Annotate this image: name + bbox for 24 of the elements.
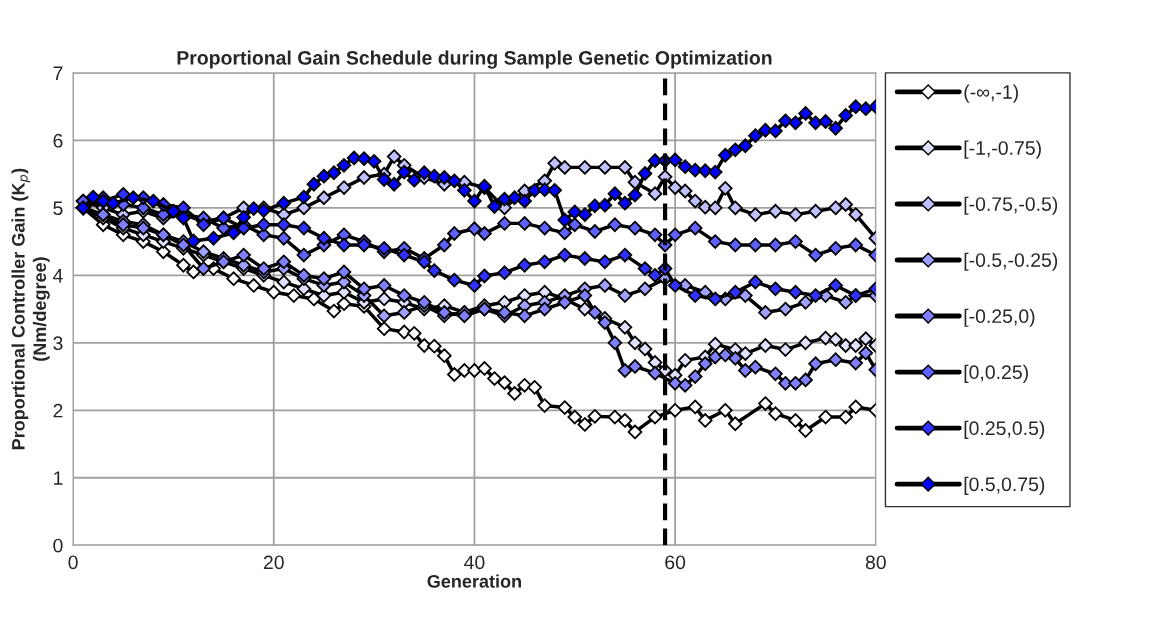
x-tick-label: 20: [263, 555, 284, 570]
x-tick-label: 40: [464, 555, 485, 570]
y-tick-label: 0: [53, 538, 63, 553]
legend-label: [-0.25,0): [964, 308, 1035, 327]
legend-label: (-∞,-1): [964, 84, 1018, 103]
legend-label: [0,0.25): [964, 364, 1028, 383]
legend-label: [0.25,0.5): [964, 420, 1045, 439]
x-tick-label: 0: [68, 555, 78, 570]
x-tick-label: 60: [665, 555, 686, 570]
legend-label: [-0.5,-0.25): [964, 252, 1058, 271]
text: Proportional Controller Gain (K$_{p}$) (Nm/degree): [11, 168, 50, 450]
x-axis-title: Generation: [427, 574, 521, 588]
y-tick-label: 4: [52, 269, 63, 283]
y-tick-label: 7: [53, 66, 63, 80]
legend-label: [0.5,0.75): [964, 476, 1045, 495]
y-tick-label: 2: [53, 403, 63, 418]
y-tick-label: 6: [53, 133, 63, 148]
y-tick-label: 1: [54, 471, 63, 485]
x-tick-label: 80: [865, 555, 886, 570]
chart-title: Proportional Gain Schedule during Sample Genetic Optimization: [177, 50, 772, 69]
legend-label: [-0.75,-0.5): [964, 196, 1058, 215]
legend-label: [-1,-0.75): [964, 140, 1041, 159]
y-tick-label: 3: [53, 336, 63, 351]
y-tick-label: 5: [53, 201, 63, 216]
